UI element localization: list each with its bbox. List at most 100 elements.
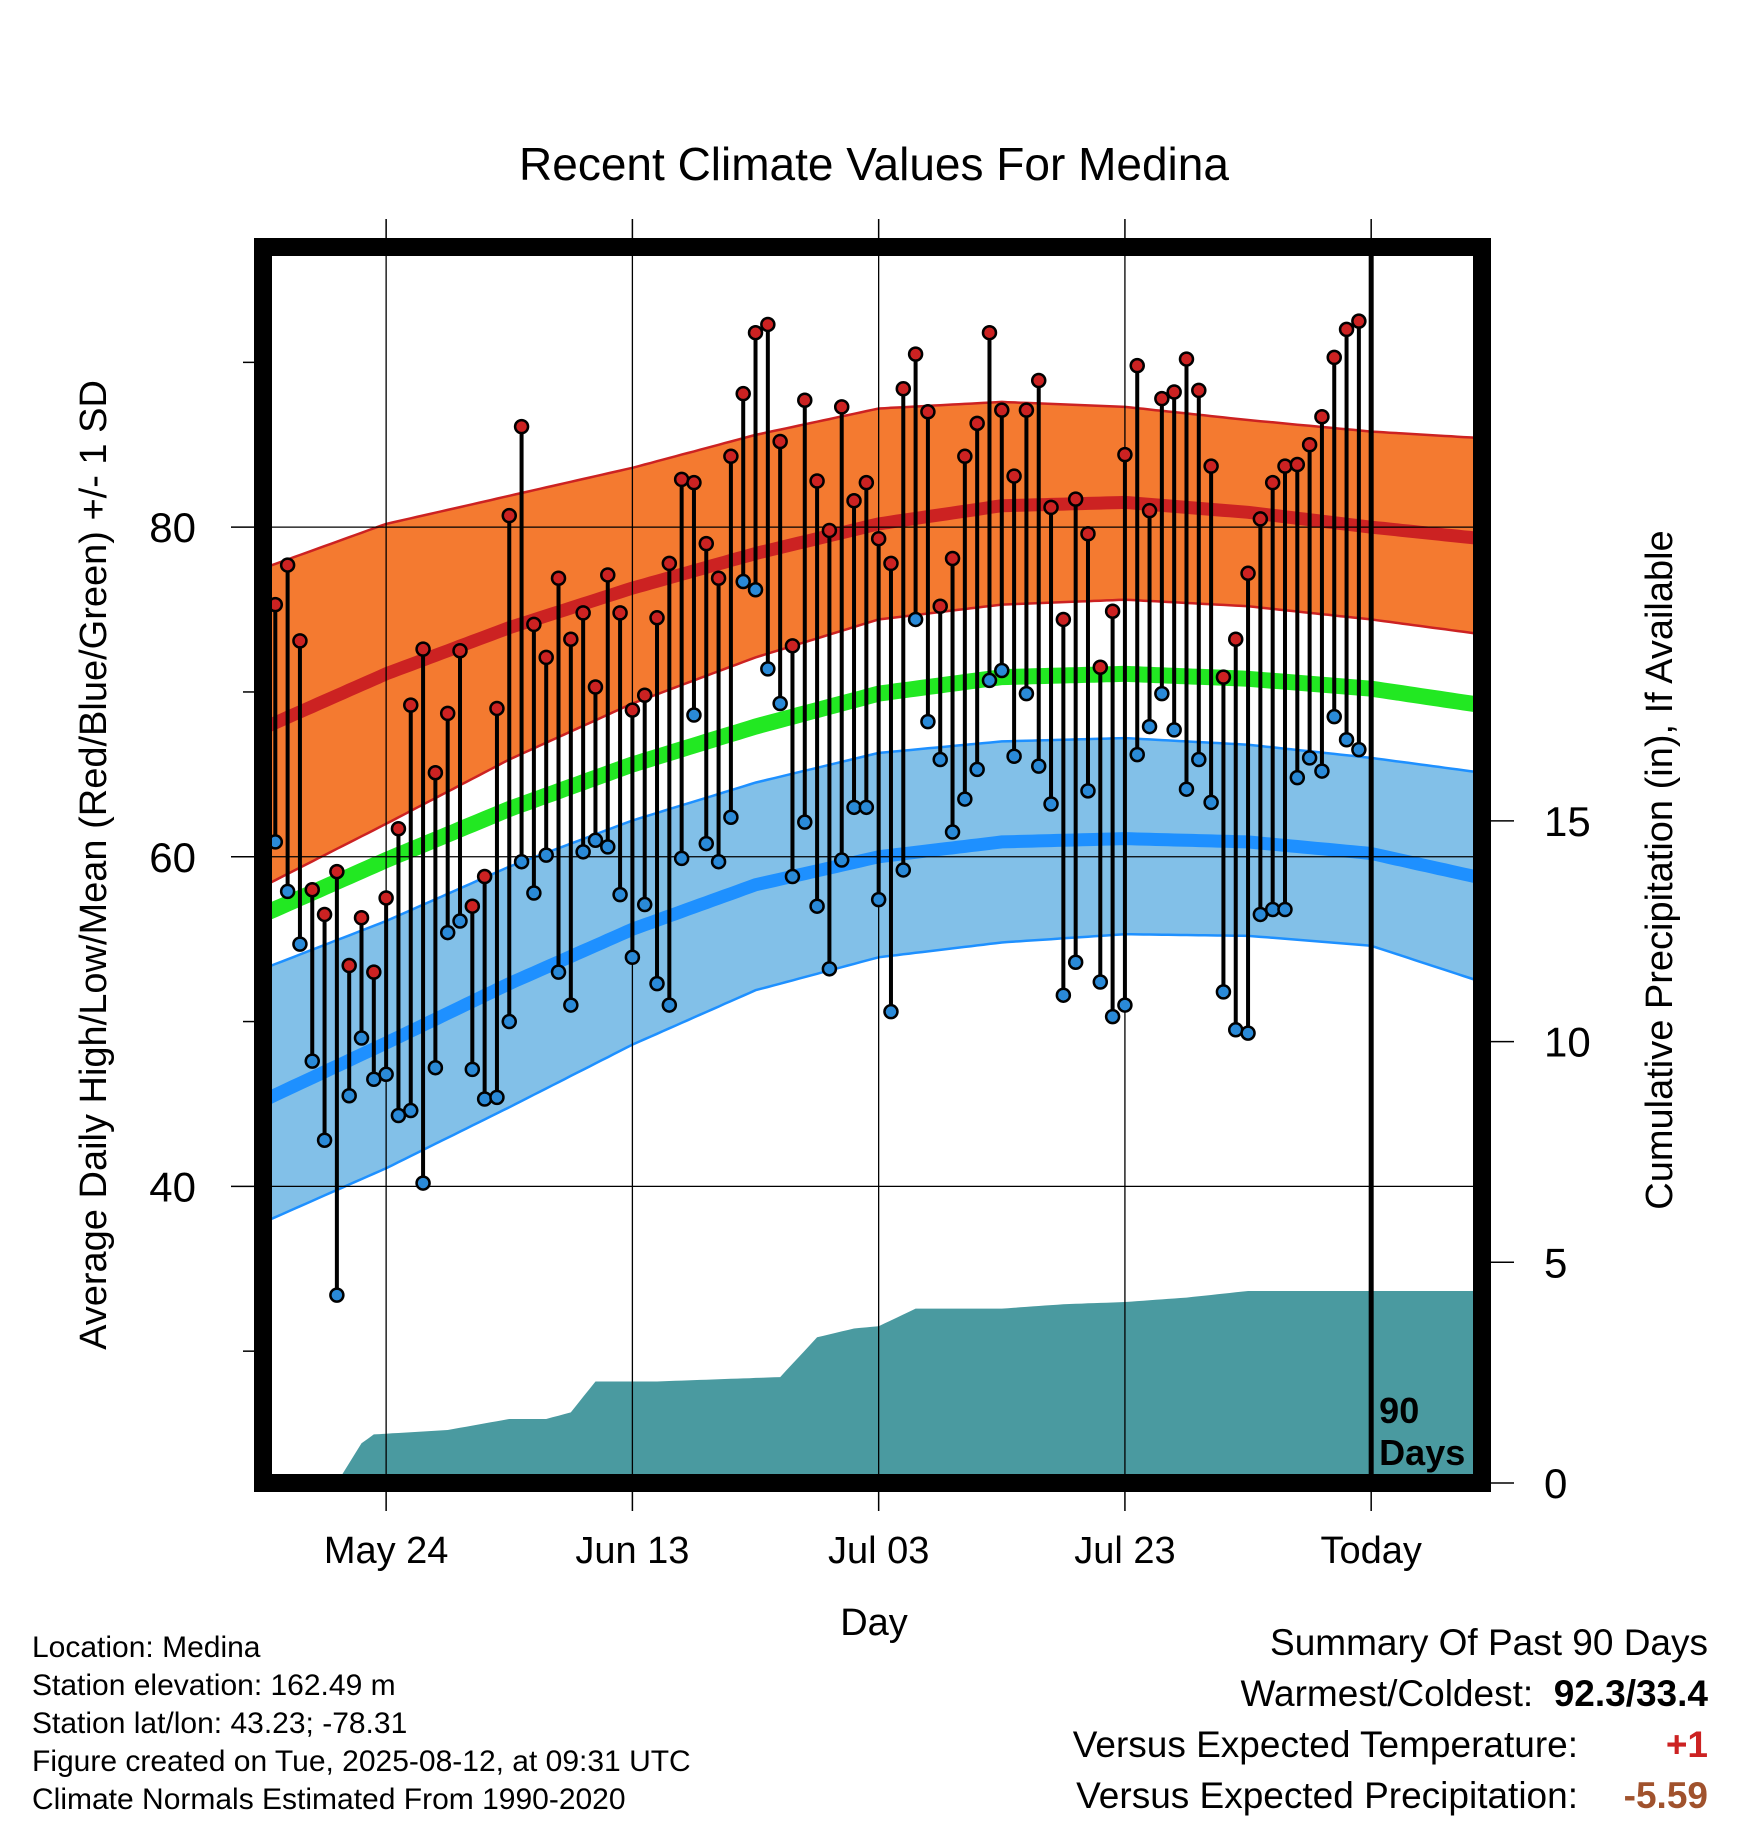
daily-high-point <box>981 324 998 341</box>
daily-high-point <box>612 605 628 621</box>
x-tick-label: Today <box>1320 1530 1421 1572</box>
daily-high-point <box>797 392 813 409</box>
daily-high-point <box>747 324 764 341</box>
daily-low-point <box>760 661 776 677</box>
daily-low-point <box>1301 750 1318 766</box>
daily-high-point <box>439 705 456 722</box>
normal-high-lower-line <box>263 598 1482 888</box>
daily-high-point <box>1264 474 1281 491</box>
daily-high-point <box>1301 437 1318 453</box>
x-tick-label: Jul 23 <box>1074 1530 1175 1572</box>
precip-label: Versus Expected Precipitation: <box>1076 1775 1578 1816</box>
daily-high-point <box>415 641 431 657</box>
daily-low-point <box>1203 794 1219 811</box>
precip-value: -5.59 <box>1623 1775 1708 1816</box>
daily-high-point <box>1227 631 1244 647</box>
daily-low-point <box>390 1107 407 1124</box>
daily-high-point <box>858 474 875 491</box>
daily-high-point <box>760 316 776 333</box>
daily-low-point <box>587 832 604 849</box>
daily-high-point <box>550 570 567 586</box>
daily-high-point <box>403 697 419 713</box>
daily-low-point <box>846 799 862 816</box>
daily-low-point <box>747 582 764 598</box>
daily-high-point <box>846 493 862 509</box>
daily-high-point <box>464 898 481 914</box>
location-text: Location: Medina <box>32 1631 261 1664</box>
daily-low-point <box>1104 1008 1121 1025</box>
daily-low-point <box>772 695 788 712</box>
daily-low-point <box>1240 1025 1256 1041</box>
daily-high-point <box>452 643 468 659</box>
daily-low-point <box>279 883 296 900</box>
daily-high-point <box>279 557 296 573</box>
daily-low-point <box>1043 796 1059 812</box>
y-axis-label: Average Daily High/Low/Mean (Red/Blue/Gr… <box>73 380 115 1350</box>
daily-high-point <box>538 649 554 666</box>
daily-low-point <box>673 850 690 867</box>
plot-frame <box>254 238 1491 1492</box>
daily-high-point <box>833 399 850 415</box>
daily-high-point <box>821 522 838 539</box>
daily-high-point <box>686 474 702 491</box>
daily-high-point <box>501 507 518 524</box>
y2-tick-label: 5 <box>1544 1239 1567 1286</box>
daily-low-point <box>624 949 641 966</box>
daily-low-point <box>833 852 850 868</box>
y-tick-label: 40 <box>149 1163 196 1210</box>
summary-title: Summary Of Past 90 Days <box>1270 1622 1708 1663</box>
daily-low-point <box>1006 748 1022 764</box>
warmest-value: 92.3/33.4 <box>1553 1673 1708 1714</box>
daily-low-point <box>723 809 739 825</box>
daily-high-point <box>1203 458 1219 474</box>
daily-high-point <box>1252 511 1269 527</box>
daily-high-point <box>353 909 370 926</box>
daily-low-point <box>538 847 554 863</box>
daily-high-point <box>526 616 542 633</box>
normal-low-mean-line <box>263 832 1482 1107</box>
daily-high-point <box>661 555 678 572</box>
daily-high-point <box>366 964 382 980</box>
daily-high-point <box>341 957 357 974</box>
daily-high-point <box>969 415 985 432</box>
daily-high-point <box>513 418 530 435</box>
daily-low-point <box>316 1132 333 1148</box>
daily-low-point <box>341 1087 357 1104</box>
daily-low-point <box>735 573 751 590</box>
daily-low-point <box>994 662 1010 679</box>
daily-low-point <box>858 799 875 816</box>
daily-low-point <box>366 1071 382 1087</box>
daily-low-point <box>920 713 936 730</box>
daily-low-point <box>1215 984 1232 1000</box>
daily-low-point <box>710 853 727 870</box>
normal-low-lower-line <box>263 932 1482 1224</box>
daily-low-point <box>944 824 961 840</box>
normal-high-upper-line <box>263 400 1482 570</box>
daily-low-point <box>329 1287 345 1303</box>
daily-low-point <box>1191 751 1207 768</box>
daily-low-point <box>1117 997 1133 1013</box>
y2-tick-label: 10 <box>1544 1019 1591 1066</box>
daily-high-point <box>673 471 690 488</box>
daily-high-point <box>1129 357 1145 374</box>
daily-high-point <box>1215 669 1232 685</box>
plot-area: 90 Days May 24 Jun 13 Jul 03 Jul 23 Today 40 60 8… <box>149 219 1591 1572</box>
daily-high-point <box>329 863 345 880</box>
precipitation-area <box>263 1291 1482 1483</box>
daily-low-point <box>797 814 813 830</box>
daily-low-point <box>1338 732 1355 748</box>
daily-high-point <box>316 906 333 923</box>
y-tick-label: 60 <box>149 834 196 881</box>
daily-high-point <box>735 385 751 402</box>
plot-content: 90 Days <box>263 247 1482 1483</box>
daily-high-point <box>1351 313 1367 329</box>
elevation-text: Station elevation: 162.49 m <box>32 1669 396 1702</box>
today-days-label: 90 Days <box>1379 1390 1465 1473</box>
daily-low-point <box>784 868 801 885</box>
daily-high-point <box>994 402 1010 418</box>
normals-text: Climate Normals Estimated From 1990-2020 <box>32 1783 626 1816</box>
daily-low-point <box>563 997 579 1013</box>
x-axis-label: Day <box>840 1602 908 1644</box>
chart-title: Recent Climate Values For Medina <box>519 138 1229 190</box>
y2-tick-label: 15 <box>1544 798 1591 845</box>
